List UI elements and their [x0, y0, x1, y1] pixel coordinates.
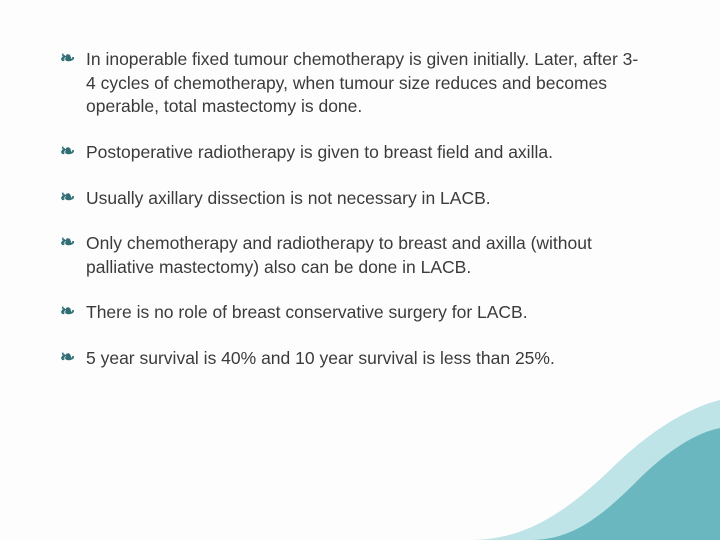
bullet-icon: ❧ [60, 186, 80, 208]
bullet-icon: ❧ [60, 300, 80, 322]
bullet-text: 5 year survival is 40% and 10 year survi… [86, 347, 640, 371]
bullet-text: In inoperable fixed tumour chemotherapy … [86, 48, 640, 119]
bullet-text: Postoperative radiotherapy is given to b… [86, 141, 640, 165]
slide: ❧ In inoperable fixed tumour chemotherap… [0, 0, 720, 540]
list-item: ❧ Usually axillary dissection is not nec… [60, 187, 640, 211]
bullet-icon: ❧ [60, 47, 80, 69]
decorative-swoosh [0, 400, 720, 540]
bullet-text: Usually axillary dissection is not neces… [86, 187, 640, 211]
list-item: ❧ Only chemotherapy and radiotherapy to … [60, 232, 640, 279]
bullet-icon: ❧ [60, 140, 80, 162]
bullet-text: Only chemotherapy and radiotherapy to br… [86, 232, 640, 279]
bullet-icon: ❧ [60, 346, 80, 368]
bullet-icon: ❧ [60, 231, 80, 253]
list-item: ❧ 5 year survival is 40% and 10 year sur… [60, 347, 640, 371]
list-item: ❧ Postoperative radiotherapy is given to… [60, 141, 640, 165]
bullet-text: There is no role of breast conservative … [86, 301, 640, 325]
list-item: ❧ In inoperable fixed tumour chemotherap… [60, 48, 640, 119]
bullet-list: ❧ In inoperable fixed tumour chemotherap… [60, 48, 640, 393]
list-item: ❧ There is no role of breast conservativ… [60, 301, 640, 325]
